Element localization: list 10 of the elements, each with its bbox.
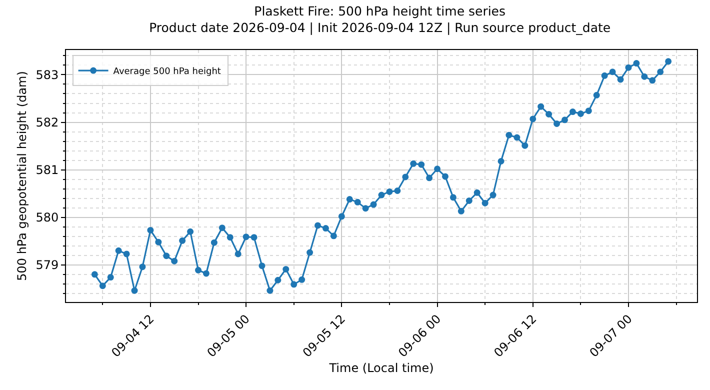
y-tick-label: 580	[36, 210, 59, 225]
y-tick-label: 582	[36, 115, 59, 130]
x-axis-title: Time (Local time)	[328, 360, 434, 375]
chart-subtitle: Product date 2026-09-04 | Init 2026-09-04 12Z | Run source product_date	[149, 20, 611, 35]
y-axis-title: 500 hPa geopotential height (dam)	[14, 71, 29, 281]
chart-title: Plaskett Fire: 500 hPa height time series	[254, 4, 506, 19]
legend-label: Average 500 hPa height	[113, 67, 222, 78]
y-tick-label: 583	[36, 68, 59, 82]
y-tick-label: 581	[36, 163, 59, 178]
y-tick-label: 579	[36, 258, 59, 272]
